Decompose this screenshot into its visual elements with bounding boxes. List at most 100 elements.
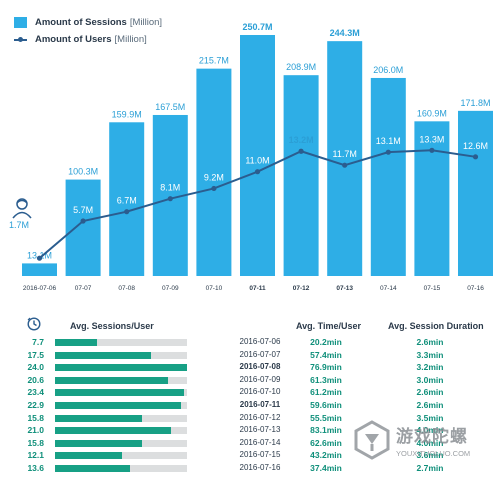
bar-label-3: 167.5M <box>155 102 185 112</box>
sessions-per-user-value: 23.4 <box>27 387 44 398</box>
row-date: 2016-07-12 <box>239 412 281 422</box>
users-label-3: 8.1M <box>160 183 180 193</box>
avg-duration-value: 3.6min <box>416 450 444 461</box>
sessions-bar-fill <box>55 439 142 447</box>
x-tick-2: 07-08 <box>118 285 135 292</box>
avg-time-value: 61.3min <box>310 374 342 385</box>
sessions-bar-fill <box>55 401 181 409</box>
users-point-8 <box>385 149 391 155</box>
sessions-per-user-value: 24.0 <box>27 362 44 373</box>
users-label-8: 13.1M <box>376 136 401 146</box>
avg-duration-value: 3.5min <box>416 412 444 423</box>
users-point-10 <box>472 154 479 160</box>
legend-sessions-unit: [Million] <box>129 17 163 28</box>
table-row: 15.8 2016-07-14 62.6min 4.0min <box>14 437 490 450</box>
row-date: 2016-07-10 <box>239 387 281 397</box>
table-row: 17.5 2016-07-07 57.4min 3.3min <box>14 349 490 362</box>
sessions-per-user-value: 13.6 <box>27 462 44 473</box>
users-label-4: 9.2M <box>204 172 224 182</box>
sessions-per-user-value: 21.0 <box>27 425 44 436</box>
header-sessions: Avg. Sessions/User <box>70 321 154 331</box>
sessions-bar-fill <box>55 427 171 435</box>
sessions-per-user-value: 15.8 <box>27 437 44 448</box>
avg-time-value: 20.2min <box>310 337 342 347</box>
sessions-bar-track <box>55 339 187 346</box>
sessions-bar-track <box>55 439 187 447</box>
user-icon <box>12 198 32 219</box>
row-date: 2016-07-11 <box>239 399 281 409</box>
avg-time-value: 37.4min <box>310 462 342 473</box>
youxi-tuoluo-logo-icon <box>354 420 390 460</box>
bar-label-10: 171.8M <box>460 98 490 108</box>
users-label-9: 13.3M <box>419 134 444 144</box>
sessions-bar-track <box>55 401 187 409</box>
x-tick-4: 07-10 <box>206 285 223 292</box>
sessions-bar-track <box>55 364 187 372</box>
legend-users-label: Amount of Users <box>35 34 112 45</box>
sessions-bar-fill <box>55 364 187 372</box>
row-date: 2016-07-08 <box>239 362 281 372</box>
row-date: 2016-07-09 <box>239 374 281 384</box>
clock-icon <box>27 317 41 331</box>
sessions-bar-track <box>55 414 187 422</box>
row-date: 2016-07-16 <box>239 462 281 472</box>
bar-label-6: 208.9M <box>286 62 316 72</box>
header-duration: Avg. Session Duration <box>388 321 484 331</box>
sessions-bar-track <box>55 427 187 435</box>
sessions-bar-fill <box>55 389 184 397</box>
users-point-0 <box>36 255 43 261</box>
sessions-bar-track <box>55 452 187 460</box>
avg-time-value: 55.5min <box>310 412 342 423</box>
table-row: 15.8 2016-07-12 55.5min 3.5min <box>14 412 490 425</box>
chart-legend: Amount of Sessions [Million] Amount of U… <box>14 14 162 48</box>
table-row: 24.0 2016-07-08 76.9min 3.2min <box>14 361 490 374</box>
users-label-6: 13.2M <box>289 135 314 145</box>
table-row: 23.4 2016-07-10 61.2min 2.6min <box>14 386 490 399</box>
row-date: 2016-07-14 <box>239 437 281 447</box>
bar-label-5: 250.7M <box>242 22 272 32</box>
avg-duration-value: 3.2min <box>416 362 444 373</box>
bar-4 <box>196 68 232 277</box>
users-label-5: 11.0M <box>245 156 269 166</box>
watermark: 游戏陀螺 YOUXITUOLUO.COM <box>350 418 490 468</box>
users-point-3 <box>167 196 173 202</box>
bar-5 <box>240 35 275 276</box>
bar-label-7: 244.3M <box>330 28 360 38</box>
table-row: 7.7 2016-07-06 20.2min 2.6min <box>14 336 490 349</box>
users-point-4 <box>211 185 217 192</box>
avg-duration-value: 3.0min <box>416 374 444 385</box>
bar-7 <box>327 41 363 276</box>
users-point-9 <box>429 147 435 153</box>
table-row: 21.0 2016-07-13 83.1min 4.0min <box>14 424 490 437</box>
x-tick-8: 07-14 <box>380 285 397 292</box>
sessions-users-chart: 13.1M 100.3M 159.9M 167.5M 215.7M 250.7M 208.9… <box>22 22 493 292</box>
sessions-bar-fill <box>55 376 169 384</box>
stats-table: Avg. Sessions/User Avg. Time/User Avg. S… <box>14 314 490 475</box>
users-point-6 <box>298 148 304 154</box>
bar-label-0: 13.1M <box>27 250 52 260</box>
users-label-2: 6.7M <box>117 196 137 206</box>
bar-1 <box>65 179 101 276</box>
sessions-per-user-value: 17.5 <box>27 349 44 360</box>
bar-9 <box>414 121 450 276</box>
users-point-2 <box>124 209 130 215</box>
table-row: 13.6 2016-07-16 37.4min 2.7min <box>14 462 490 475</box>
users-point-5 <box>254 169 261 175</box>
users-point-7 <box>342 162 348 168</box>
legend-item-users: Amount of Users [Million] <box>14 31 162 48</box>
avg-duration-value: 4.0min <box>416 437 444 448</box>
watermark-text: 游戏陀螺 <box>396 427 468 446</box>
bar-label-2: 159.9M <box>112 109 142 119</box>
sessions-per-user-value: 12.1 <box>27 450 44 461</box>
avg-duration-value: 3.3min <box>416 349 444 360</box>
sessions-per-user-value: 7.7 <box>32 337 44 347</box>
legend-line-swatch <box>14 34 27 45</box>
x-tick-10: 07-16 <box>467 285 484 292</box>
avg-time-value: 62.6min <box>310 437 342 448</box>
users-point-1 <box>80 218 86 224</box>
x-tick-7: 07-13 <box>336 285 353 292</box>
table-row: 12.1 2016-07-15 43.2min 3.6min <box>14 449 490 462</box>
avg-duration-value: 2.6min <box>416 387 444 398</box>
table-header: Avg. Sessions/User Avg. Time/User Avg. S… <box>14 314 490 336</box>
avg-time-value: 83.1min <box>310 425 342 436</box>
